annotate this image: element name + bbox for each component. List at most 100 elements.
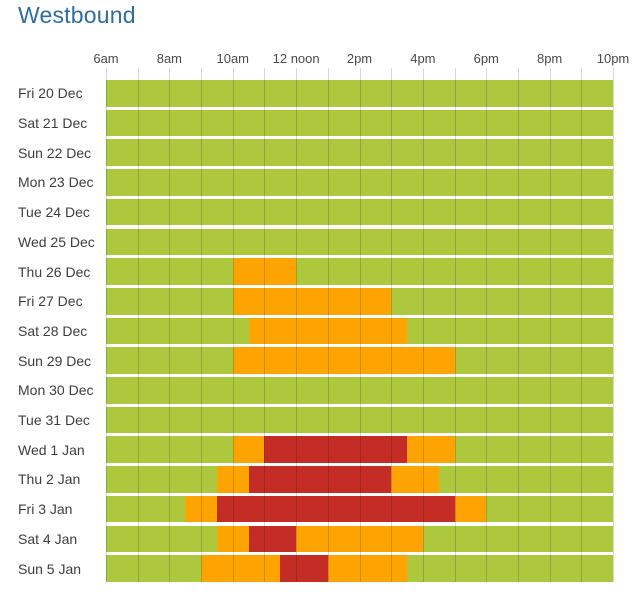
axis-tick-label: 8pm xyxy=(536,51,563,66)
light-traffic-segment xyxy=(407,555,613,582)
light-traffic-segment xyxy=(438,466,613,493)
moderate-traffic-segment xyxy=(296,525,423,553)
moderate-traffic-segment xyxy=(232,436,265,464)
traffic-row-bar xyxy=(106,347,613,374)
hour-gridline xyxy=(549,68,551,582)
traffic-row-bar xyxy=(106,555,613,582)
light-traffic-segment xyxy=(296,258,613,285)
traffic-row-bar xyxy=(106,139,613,167)
light-traffic-segment xyxy=(106,466,217,493)
hour-gridline xyxy=(454,68,456,582)
row-label: Fri 20 Dec xyxy=(18,85,83,102)
light-traffic-segment xyxy=(106,555,202,582)
axis-tick-label: 10pm xyxy=(596,51,630,66)
hour-gridline xyxy=(232,68,234,582)
light-traffic-segment xyxy=(106,377,613,404)
moderate-traffic-segment xyxy=(327,555,408,582)
traffic-row-bar xyxy=(106,109,613,137)
hour-gridline xyxy=(486,68,488,582)
light-traffic-segment xyxy=(106,169,613,196)
light-traffic-segment xyxy=(454,347,613,374)
moderate-traffic-segment xyxy=(185,495,217,523)
traffic-row-bar xyxy=(106,495,613,523)
row-label: Sat 21 Dec xyxy=(18,115,88,132)
row-label: Wed 25 Dec xyxy=(18,233,95,250)
hour-gridline xyxy=(422,68,424,582)
row-label: Mon 23 Dec xyxy=(18,174,94,191)
axis-tick-label: 8am xyxy=(156,51,183,66)
axis-tick-label: 6pm xyxy=(473,51,499,66)
row-label: Sun 22 Dec xyxy=(18,144,92,161)
row-label: Fri 27 Dec xyxy=(18,293,83,310)
axis-tick-label: 6am xyxy=(93,51,119,66)
heavy-traffic-segment xyxy=(248,466,392,493)
heavy-traffic-segment xyxy=(280,555,328,582)
moderate-traffic-segment xyxy=(216,466,249,493)
light-traffic-segment xyxy=(106,317,249,345)
traffic-row-bar xyxy=(106,525,613,553)
light-traffic-segment xyxy=(454,436,613,464)
traffic-row-bar xyxy=(106,228,613,256)
light-traffic-segment xyxy=(486,495,613,523)
traffic-row-bar xyxy=(106,258,613,285)
row-label: Wed 1 Jan xyxy=(18,441,85,458)
hour-gridline xyxy=(581,68,583,582)
heavy-traffic-segment xyxy=(248,525,297,553)
traffic-row-bar xyxy=(106,466,613,493)
hour-gridline xyxy=(264,68,266,582)
moderate-traffic-segment xyxy=(454,495,487,523)
light-traffic-segment xyxy=(106,80,613,107)
light-traffic-segment xyxy=(106,436,233,464)
hour-gridline xyxy=(106,68,107,582)
hour-gridline xyxy=(201,68,203,582)
light-traffic-segment xyxy=(106,406,613,434)
light-traffic-segment xyxy=(106,495,186,523)
row-label: Thu 2 Jan xyxy=(18,471,81,488)
page-title: Westbound xyxy=(18,2,136,28)
light-traffic-segment xyxy=(106,228,613,256)
axis-tick-label: 12 noon xyxy=(272,51,320,66)
moderate-traffic-segment xyxy=(248,317,408,345)
moderate-traffic-segment xyxy=(216,525,249,553)
moderate-traffic-segment xyxy=(407,436,455,464)
moderate-traffic-segment xyxy=(391,466,439,493)
row-label: Sun 5 Jan xyxy=(18,560,82,577)
traffic-row-bar xyxy=(106,406,613,434)
row-label: Tue 31 Dec xyxy=(18,412,90,429)
moderate-traffic-segment xyxy=(201,555,281,582)
light-traffic-segment xyxy=(106,287,233,315)
row-label: Mon 30 Dec xyxy=(18,382,94,399)
heavy-traffic-segment xyxy=(264,436,408,464)
traffic-row-bar xyxy=(106,317,613,345)
axis-tick-label: 2pm xyxy=(346,51,373,66)
axis-tick-label: 10am xyxy=(216,51,250,66)
hour-gridline xyxy=(137,68,139,582)
light-traffic-segment xyxy=(422,525,613,553)
traffic-row-bar xyxy=(106,169,613,196)
row-label: Sat 28 Dec xyxy=(18,322,88,339)
traffic-row-bar xyxy=(106,198,613,226)
hour-gridline xyxy=(517,68,519,582)
hour-gridline xyxy=(359,68,361,582)
traffic-row-bar xyxy=(106,287,613,315)
row-label: Sat 4 Jan xyxy=(18,530,78,547)
light-traffic-segment xyxy=(407,317,613,345)
row-label: Fri 3 Jan xyxy=(18,501,73,518)
light-traffic-segment xyxy=(391,287,613,315)
hour-gridline xyxy=(296,68,298,582)
light-traffic-segment xyxy=(106,198,613,226)
axis-tick-label: 4pm xyxy=(410,51,436,66)
traffic-row-bar xyxy=(106,377,613,404)
light-traffic-segment xyxy=(106,139,613,167)
row-label: Thu 26 Dec xyxy=(18,263,91,280)
hour-gridline xyxy=(613,68,614,582)
light-traffic-segment xyxy=(106,347,233,374)
moderate-traffic-segment xyxy=(232,258,297,285)
hour-gridline xyxy=(327,68,329,582)
heavy-traffic-segment xyxy=(216,495,455,523)
hour-gridline xyxy=(169,68,171,582)
row-label: Tue 24 Dec xyxy=(18,204,90,221)
light-traffic-segment xyxy=(106,109,613,137)
traffic-row-bar xyxy=(106,80,613,107)
